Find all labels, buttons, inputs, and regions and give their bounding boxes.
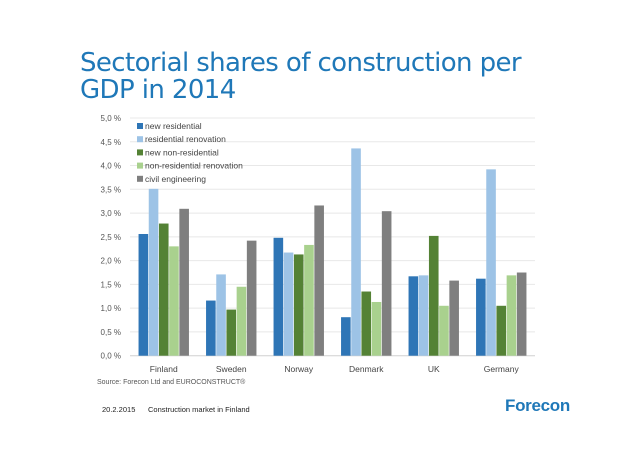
bar-non-residential-renovation-finland <box>169 246 179 356</box>
bar-new-non-residential-uk <box>428 235 439 356</box>
bar-residential-renovation-norway <box>283 252 294 356</box>
bar-civil-engineering-denmark <box>381 211 392 356</box>
bar-non-residential-renovation-germany <box>506 275 517 356</box>
bar-new-non-residential-norway <box>293 254 304 356</box>
legend-swatch <box>137 136 143 143</box>
legend-label: non-residential renovation <box>145 161 243 171</box>
x-tick-label: Germany <box>484 364 520 374</box>
bar-new-residential-germany <box>476 278 486 356</box>
forecon-logo: Forecon <box>505 396 570 415</box>
legend-label: residential renovation <box>145 134 226 144</box>
x-axis-ticks: Finland Sweden Norway Denmark UK Germany <box>150 364 520 374</box>
bar-residential-renovation-uk <box>418 275 429 356</box>
bar-residential-renovation-denmark <box>351 148 361 356</box>
bar-new-residential-denmark <box>341 317 351 356</box>
bar-non-residential-renovation-denmark <box>371 301 382 356</box>
legend: new residential residential renovation new… <box>137 121 243 184</box>
bar-residential-renovation-finland <box>148 188 159 356</box>
x-tick-label: Norway <box>284 364 314 374</box>
x-tick-label: Sweden <box>216 364 247 374</box>
bar-new-residential-uk <box>408 276 419 356</box>
legend-label: civil engineering <box>145 174 206 184</box>
footer-text: Construction market in Finland <box>148 405 250 414</box>
y-tick-label: 3,0 % <box>101 209 121 218</box>
bar-civil-engineering-norway <box>314 205 324 356</box>
bar-new-non-residential-denmark <box>361 291 372 356</box>
x-tick-label: UK <box>428 364 440 374</box>
y-axis-ticks: 0,0 % 0,5 % 1,0 % 1,5 % 2,0 % 2,5 % 3,0 % 3,5 %… <box>101 114 121 361</box>
bar-new-non-residential-sweden <box>226 309 237 356</box>
legend-label: new residential <box>145 121 202 131</box>
y-tick-label: 3,5 % <box>101 185 121 194</box>
gridlines <box>130 117 535 357</box>
bar-non-residential-renovation-norway <box>304 244 314 356</box>
x-tick-label: Denmark <box>349 364 384 374</box>
bar-new-residential-sweden <box>206 300 216 356</box>
bar-new-non-residential-germany <box>496 305 507 356</box>
y-tick-label: 1,5 % <box>101 280 121 289</box>
bar-civil-engineering-finland <box>179 208 189 356</box>
bar-new-residential-finland <box>138 233 149 356</box>
y-tick-label: 0,0 % <box>101 352 121 361</box>
bar-non-residential-renovation-uk <box>439 305 449 356</box>
bar-civil-engineering-sweden <box>246 240 257 356</box>
footer-date: 20.2.2015 <box>102 405 136 414</box>
legend-swatch <box>137 162 143 169</box>
y-tick-label: 2,5 % <box>101 233 121 242</box>
bar-civil-engineering-germany <box>516 272 527 356</box>
x-tick-label: Finland <box>150 364 178 374</box>
legend-swatch <box>137 149 143 156</box>
y-tick-label: 4,0 % <box>101 162 121 171</box>
bar-new-residential-norway <box>273 237 284 356</box>
legend-label: new non-residential <box>145 147 219 157</box>
bar-residential-renovation-sweden <box>216 274 226 356</box>
y-tick-label: 5,0 % <box>101 114 121 123</box>
y-tick-label: 2,0 % <box>101 257 121 266</box>
legend-swatch <box>137 175 143 182</box>
y-tick-label: 4,5 % <box>101 138 121 147</box>
bar-non-residential-renovation-sweden <box>236 286 247 356</box>
bar-new-non-residential-finland <box>158 223 169 356</box>
y-tick-label: 0,5 % <box>101 328 121 337</box>
source-note: Source: Forecon Ltd and EUROCONSTRUCT® <box>97 379 246 386</box>
y-tick-label: 1,0 % <box>101 304 121 313</box>
bars <box>138 148 527 356</box>
bar-civil-engineering-uk <box>449 280 459 356</box>
bar-residential-renovation-germany <box>486 169 496 356</box>
legend-swatch <box>137 123 143 129</box>
slide-title: Sectorial shares of construction per GDP… <box>80 48 522 105</box>
